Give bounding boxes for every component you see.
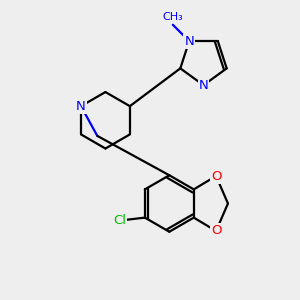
Text: N: N [199,79,208,92]
Text: Cl: Cl [113,214,126,227]
Text: CH₃: CH₃ [163,12,183,22]
Text: N: N [76,100,86,113]
Text: O: O [211,224,221,238]
Text: N: N [184,34,194,48]
Text: O: O [211,169,221,182]
